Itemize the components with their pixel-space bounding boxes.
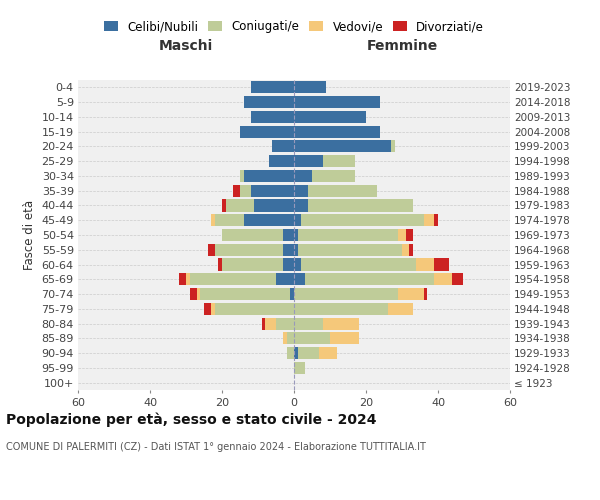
Bar: [287, 347, 294, 359]
Bar: [244, 96, 294, 108]
Bar: [215, 244, 283, 256]
Bar: [294, 258, 301, 270]
Bar: [452, 273, 463, 285]
Bar: [294, 96, 380, 108]
Bar: [294, 244, 298, 256]
Bar: [434, 258, 449, 270]
Bar: [391, 140, 395, 152]
Bar: [294, 184, 308, 197]
Bar: [276, 273, 294, 285]
Bar: [251, 82, 294, 94]
Bar: [190, 273, 276, 285]
Bar: [312, 170, 355, 182]
Legend: Celibi/Nubili, Coniugati/e, Vedovi/e, Divorziati/e: Celibi/Nubili, Coniugati/e, Vedovi/e, Di…: [101, 18, 487, 36]
Bar: [319, 347, 337, 359]
Bar: [301, 214, 424, 226]
Bar: [179, 273, 186, 285]
Bar: [308, 184, 377, 197]
Text: Maschi: Maschi: [159, 38, 213, 52]
Bar: [226, 200, 254, 211]
Bar: [294, 229, 298, 241]
Bar: [402, 244, 409, 256]
Bar: [398, 229, 406, 241]
Bar: [211, 303, 215, 315]
Bar: [294, 214, 301, 226]
Bar: [294, 288, 398, 300]
Bar: [222, 229, 283, 241]
Bar: [283, 229, 294, 241]
Bar: [208, 244, 215, 256]
Bar: [305, 273, 434, 285]
Bar: [294, 200, 308, 211]
Bar: [406, 229, 413, 241]
Bar: [283, 332, 287, 344]
Bar: [298, 244, 402, 256]
Bar: [262, 318, 265, 330]
Bar: [434, 214, 438, 226]
Text: Popolazione per età, sesso e stato civile - 2024: Popolazione per età, sesso e stato civil…: [6, 412, 377, 427]
Bar: [218, 258, 222, 270]
Bar: [240, 126, 294, 138]
Bar: [294, 155, 323, 167]
Bar: [294, 170, 312, 182]
Bar: [222, 200, 226, 211]
Bar: [269, 155, 294, 167]
Bar: [197, 288, 200, 300]
Bar: [294, 111, 366, 123]
Bar: [294, 347, 298, 359]
Bar: [233, 184, 240, 197]
Bar: [294, 126, 380, 138]
Bar: [294, 140, 391, 152]
Bar: [409, 244, 413, 256]
Bar: [298, 347, 319, 359]
Bar: [308, 200, 413, 211]
Bar: [215, 214, 244, 226]
Bar: [294, 303, 388, 315]
Bar: [272, 140, 294, 152]
Bar: [287, 332, 294, 344]
Bar: [215, 303, 294, 315]
Bar: [200, 288, 290, 300]
Bar: [323, 155, 355, 167]
Bar: [416, 258, 434, 270]
Bar: [323, 318, 359, 330]
Bar: [294, 273, 305, 285]
Bar: [298, 229, 398, 241]
Y-axis label: Fasce di età: Fasce di età: [23, 200, 36, 270]
Bar: [301, 258, 416, 270]
Bar: [251, 111, 294, 123]
Bar: [204, 303, 211, 315]
Bar: [424, 288, 427, 300]
Bar: [398, 288, 424, 300]
Bar: [222, 258, 283, 270]
Bar: [190, 288, 197, 300]
Bar: [283, 244, 294, 256]
Bar: [294, 362, 305, 374]
Bar: [276, 318, 294, 330]
Bar: [240, 184, 251, 197]
Bar: [294, 82, 326, 94]
Bar: [240, 170, 244, 182]
Bar: [265, 318, 276, 330]
Bar: [290, 288, 294, 300]
Bar: [424, 214, 434, 226]
Bar: [434, 273, 452, 285]
Bar: [283, 258, 294, 270]
Bar: [186, 273, 190, 285]
Text: COMUNE DI PALERMITI (CZ) - Dati ISTAT 1° gennaio 2024 - Elaborazione TUTTITALIA.: COMUNE DI PALERMITI (CZ) - Dati ISTAT 1°…: [6, 442, 426, 452]
Bar: [251, 184, 294, 197]
Text: Femmine: Femmine: [367, 38, 437, 52]
Bar: [244, 170, 294, 182]
Bar: [211, 214, 215, 226]
Bar: [254, 200, 294, 211]
Bar: [294, 318, 323, 330]
Bar: [244, 214, 294, 226]
Bar: [330, 332, 359, 344]
Bar: [294, 332, 330, 344]
Bar: [388, 303, 413, 315]
